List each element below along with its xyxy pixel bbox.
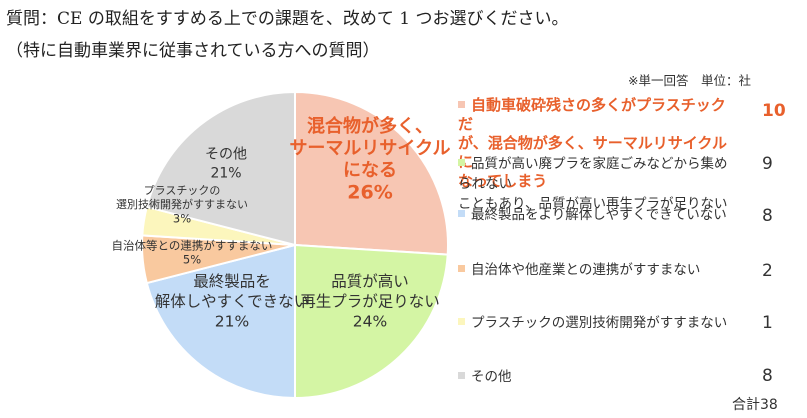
- slice-label: 再生プラが足りない: [300, 293, 440, 311]
- slice-label: 混合物が多く、: [307, 115, 433, 137]
- legend-count: 1: [762, 313, 773, 333]
- legend-item: 品質が高い廃プラを家庭ごみなどから集められないこともあり、品質が高い再生プラが足…: [458, 154, 728, 214]
- slice-label: サーマルリサイクル: [289, 138, 450, 159]
- slice-percent-label: 5%: [183, 253, 201, 267]
- slice-label: 最終製品を: [193, 273, 271, 291]
- legend-item: その他: [458, 367, 728, 387]
- legend-label: こともあり、品質が高い再生プラが足りない: [458, 196, 728, 212]
- legend-label: なってしまう: [458, 172, 548, 190]
- legend-count: 2: [762, 261, 773, 281]
- question-text: 質問：CE の取組をすすめる上での課題を、改めて 1 つお選びください。: [6, 9, 569, 29]
- legend-count: 10: [762, 101, 786, 121]
- slice-percent-label: 21%: [215, 313, 249, 331]
- legend-swatch: [458, 101, 465, 108]
- pie-slice-1: [294, 243, 449, 400]
- pie-slice-2: [145, 243, 296, 400]
- slice-label: 自治体等との連携がすすまない: [112, 239, 273, 253]
- slice-percent-label: 26%: [347, 182, 392, 204]
- legend-label: 最終製品をより解体しやすくできていない: [458, 205, 728, 225]
- slice-label: 品質が高い: [331, 273, 409, 291]
- slice-percent-label: 3%: [173, 212, 191, 226]
- legend-count: 9: [762, 154, 773, 174]
- legend-label: 品質が高い廃プラを家庭ごみなどから集められない: [458, 156, 728, 192]
- slice-label: その他: [205, 147, 247, 163]
- legend-count: 8: [762, 366, 773, 386]
- slice-label: プラスチックの: [144, 184, 221, 197]
- legend-swatch: [458, 372, 465, 379]
- slice-percent-label: 21%: [210, 166, 241, 182]
- legend-item: 自動車破砕残さの多くがプラスチックだ が、混合物が多く、サーマルリサイクルに なって…: [458, 96, 728, 191]
- legend-swatch: [458, 318, 465, 325]
- pie-slice-0: [294, 90, 449, 256]
- legend-item: 最終製品をより解体しやすくできていない: [458, 205, 728, 225]
- legend-label: が、混合物が多く、サーマルリサイクルに: [458, 134, 727, 171]
- legend-swatch: [458, 265, 465, 272]
- slice-label: になる: [343, 160, 397, 181]
- slice-percent-label: 24%: [353, 313, 387, 331]
- legend-count: 8: [762, 206, 773, 226]
- slice-label: 選別技術開発がすすまない: [116, 197, 248, 211]
- legend-item: プラスチックの選別技術開発がすすまない: [458, 313, 728, 333]
- legend-label: プラスチックの選別技術開発がすすまない: [458, 313, 728, 333]
- slice-label: 解体しやすくできない: [155, 293, 309, 311]
- legend-label: 自治体や他産業との連携がすすまない: [458, 260, 728, 280]
- legend-swatch: [458, 159, 465, 166]
- unit-note: ※単一回答 単位：社: [628, 73, 751, 88]
- legend-swatch: [458, 210, 465, 217]
- pie-slice-5: [145, 90, 296, 247]
- legend-label: その他: [458, 367, 728, 387]
- total-count: 合計38: [732, 397, 778, 413]
- legend-item: 自治体や他産業との連携がすすまない: [458, 260, 728, 280]
- subquestion-text: （特に自動車業界に従事されている方への質問）: [6, 41, 380, 61]
- legend-label: 自動車破砕残さの多くがプラスチックだ: [458, 96, 726, 133]
